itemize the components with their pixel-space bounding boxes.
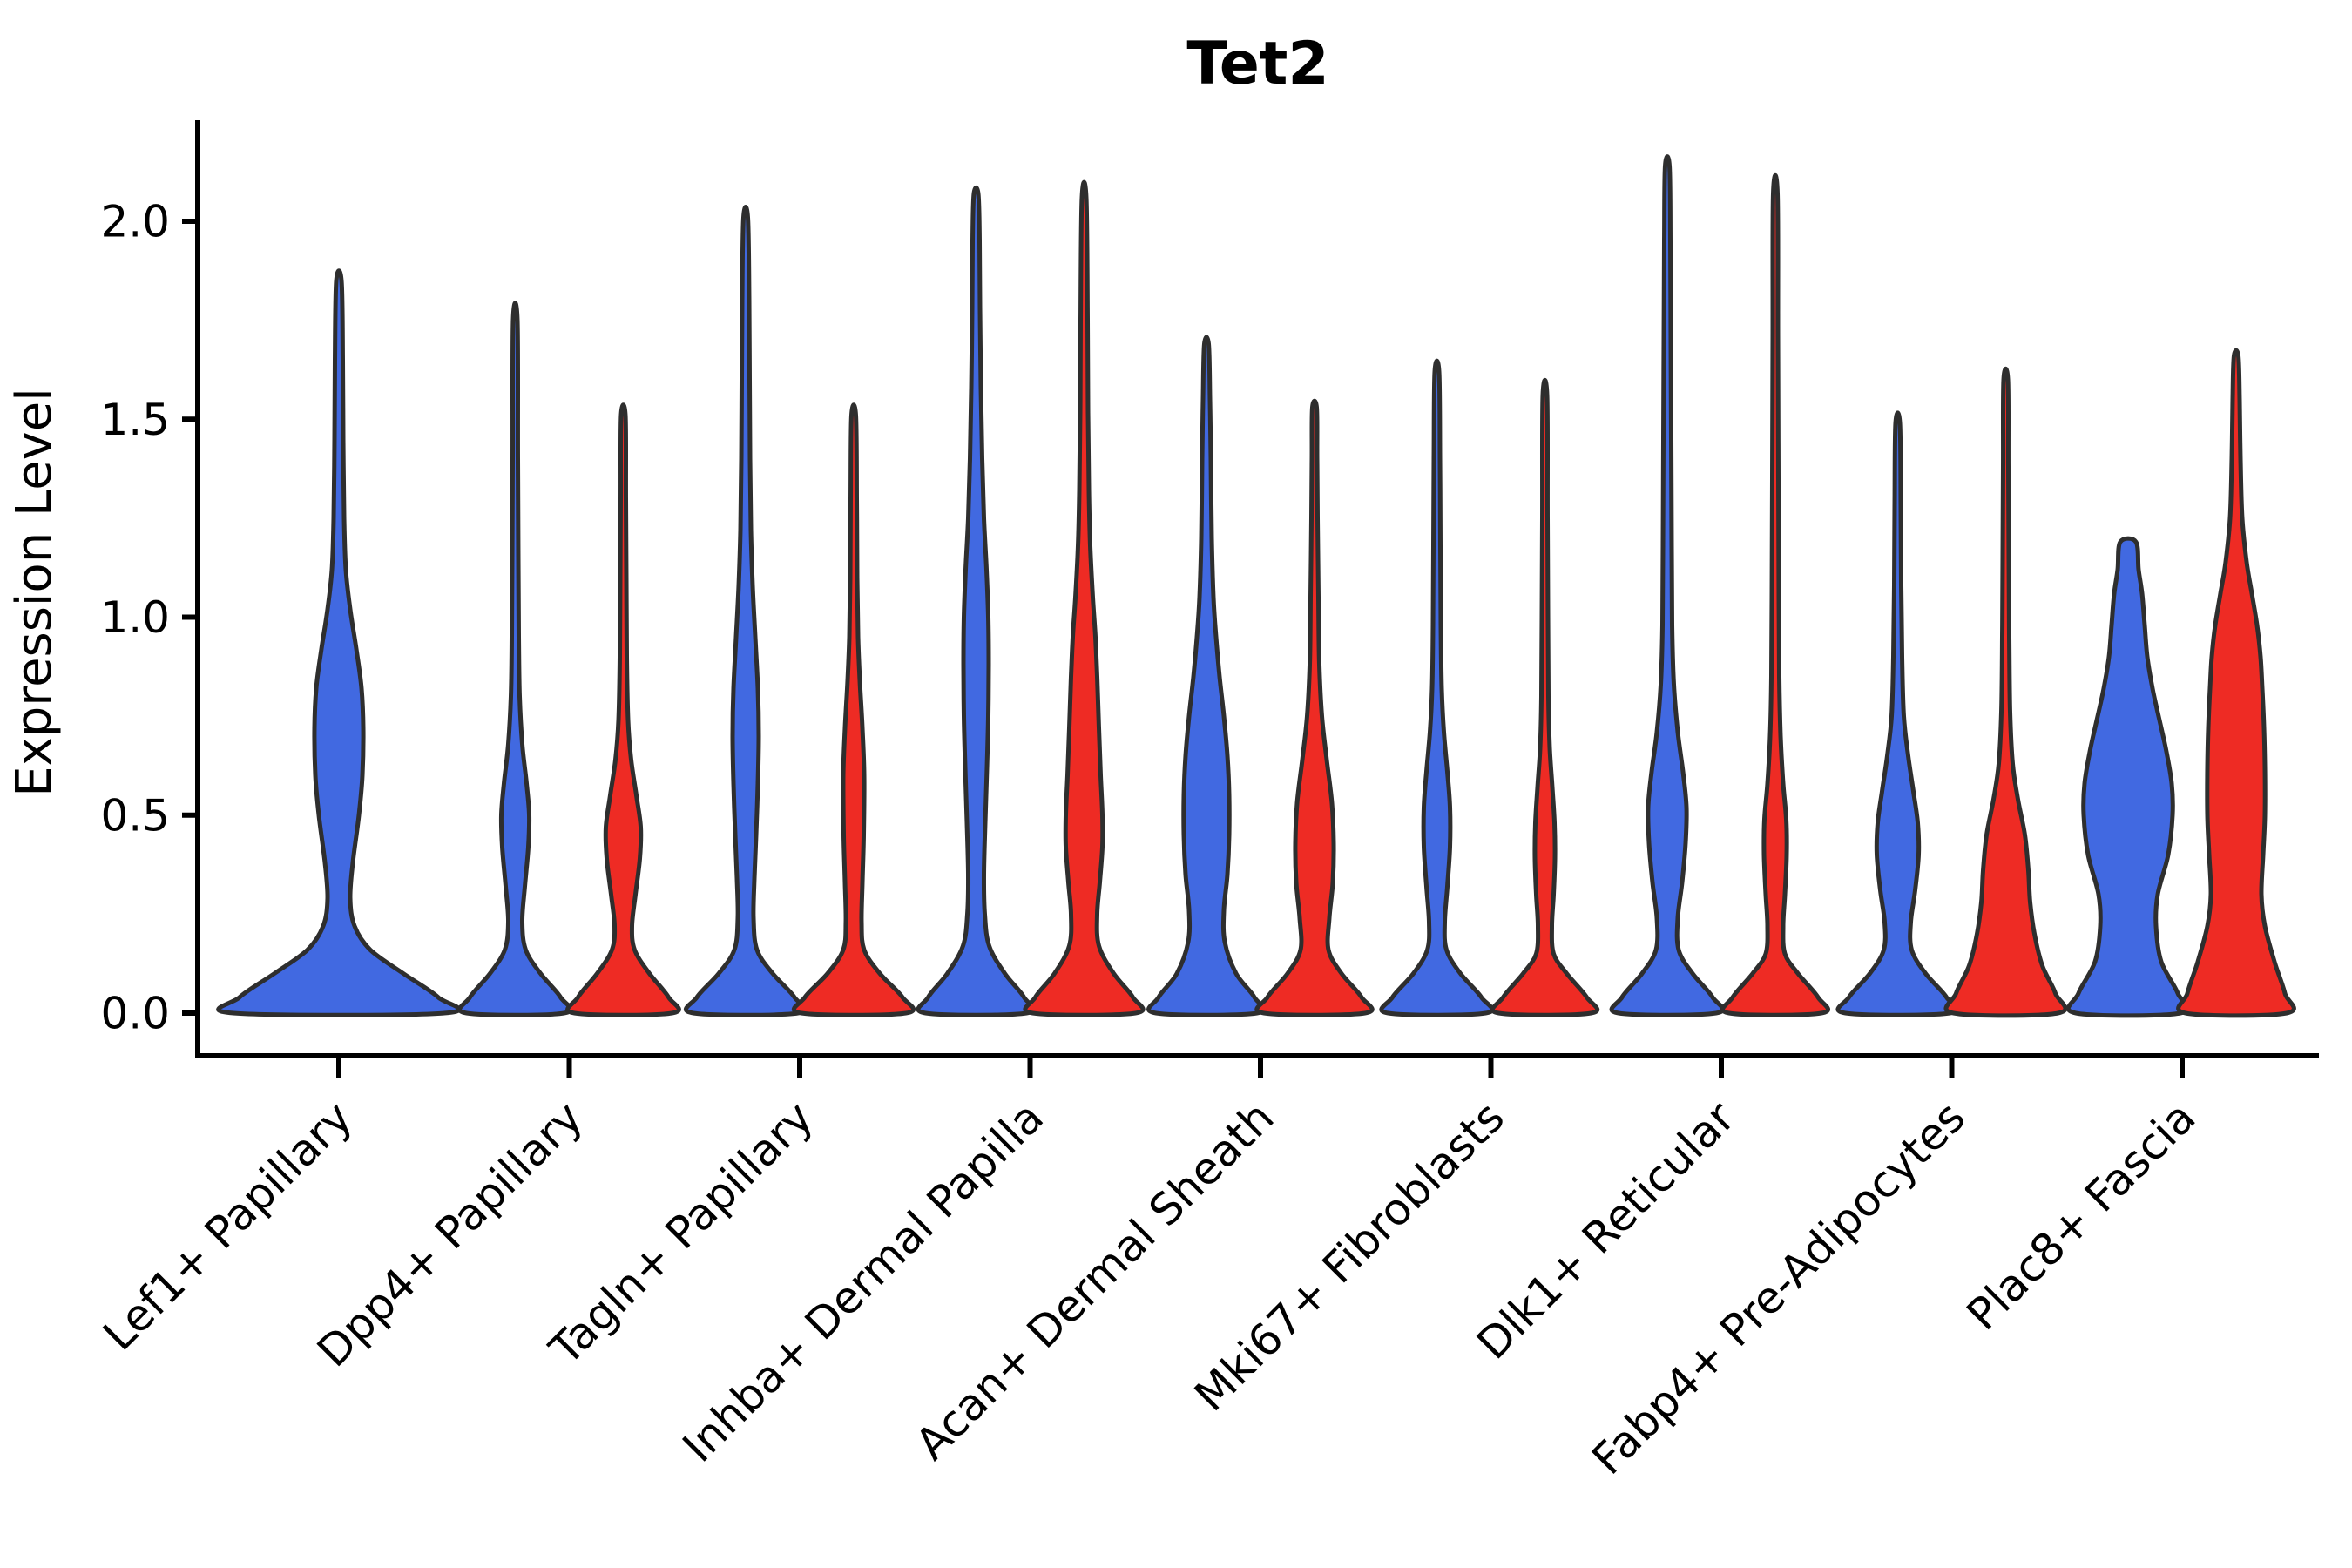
violin-dlk1-reticular-blue — [1609, 154, 1726, 1017]
y-tick-label: 0.0 — [100, 989, 170, 1039]
violin-plac8-fascia-blue — [2065, 536, 2191, 1018]
violin-tagln-papillary-red — [791, 402, 916, 1017]
y-tick-label: 2.0 — [100, 197, 170, 247]
violin-dpp4-papillary-blue — [457, 301, 573, 1017]
y-axis-label: Expression Level — [6, 388, 63, 797]
violins-layer — [216, 154, 2296, 1018]
violin-lef1-papillary-blue — [216, 268, 462, 1017]
violin-acan-dermal-sheath-red — [1254, 398, 1375, 1017]
y-tick-label: 0.5 — [100, 790, 170, 841]
y-tick-label: 1.5 — [100, 395, 170, 445]
y-tick-label: 1.0 — [100, 592, 170, 643]
violin-dpp4-papillary-red — [565, 402, 681, 1017]
violin-fabp4-pre-adipocytes-red — [1943, 366, 2068, 1018]
violin-dlk1-reticular-red — [1720, 172, 1830, 1017]
violin-mki67-fibroblasts-red — [1490, 377, 1600, 1017]
chart-title: Tet2 — [1186, 30, 1328, 98]
violin-mki67-fibroblasts-blue — [1379, 358, 1495, 1017]
violin-inhba-dermal-papilla-blue — [916, 185, 1037, 1017]
violin-acan-dermal-sheath-blue — [1146, 335, 1267, 1017]
violin-inhba-dermal-papilla-red — [1023, 179, 1146, 1017]
violin-fabp4-pre-adipocytes-blue — [1835, 410, 1960, 1017]
violin-plac8-fascia-red — [2176, 348, 2296, 1018]
violin-tagln-papillary-blue — [684, 205, 808, 1017]
